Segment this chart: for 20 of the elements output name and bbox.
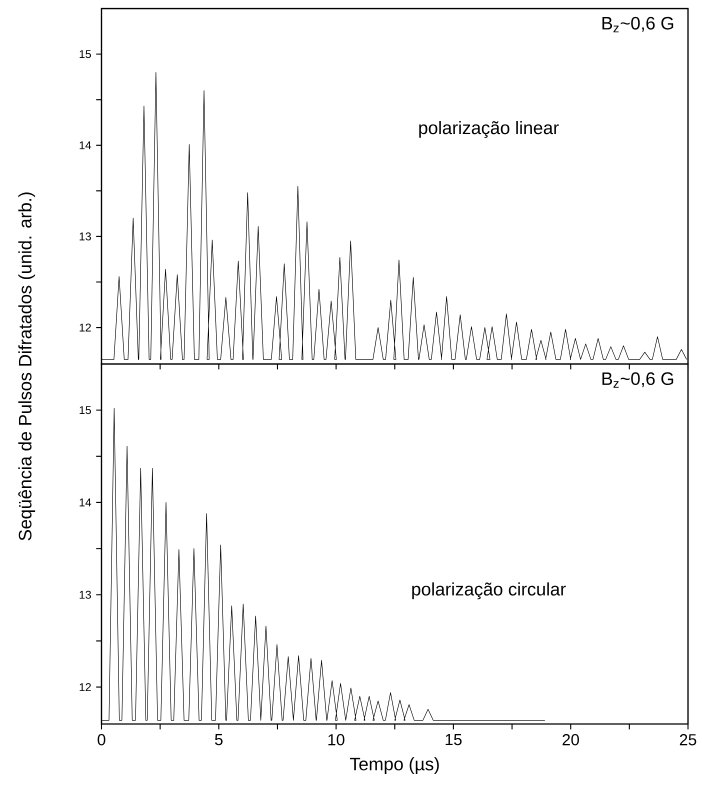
y-tick-label: 14	[80, 498, 92, 506]
x-tick-label: 25	[680, 734, 696, 746]
x-tick-label: 0	[98, 734, 106, 746]
y-tick-label: 15	[80, 406, 91, 414]
annotation: polarização circular	[412, 582, 566, 600]
y-tick-label: 15	[80, 50, 91, 58]
annotation: B$_{z}$~0,6 G	[602, 16, 674, 32]
annotation: polarização linear	[419, 120, 559, 138]
x-axis-title: Tempo (µs)	[350, 757, 439, 774]
annotation: B$_{z}$~0,6 G	[602, 372, 674, 388]
x-tick-label: 5	[214, 734, 223, 746]
x-tick-label: 20	[562, 734, 579, 746]
y-tick-label: 14	[80, 141, 92, 150]
x-tick-label: 10	[328, 734, 344, 746]
y-tick-label: 13	[80, 232, 91, 240]
y-tick-label: 12	[80, 683, 91, 692]
y-tick-label: 13	[80, 590, 91, 599]
x-tick-label: 15	[446, 734, 462, 746]
y-axis-title: Seqüência de Pulsos Difratados (unid. arb.)	[18, 192, 36, 540]
y-tick-label: 12	[80, 324, 91, 332]
